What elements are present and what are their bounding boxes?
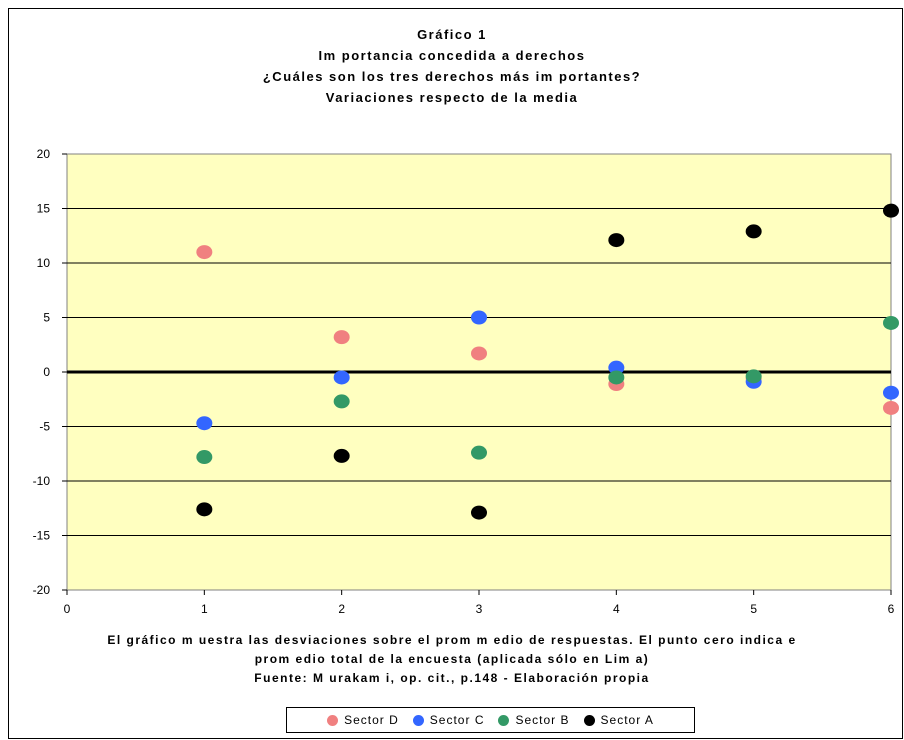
y-tick-label: -15 xyxy=(33,529,51,543)
chart-title: Gráfico 1 xyxy=(417,27,487,42)
point-sector-a xyxy=(196,502,213,517)
x-tick-label: 0 xyxy=(64,602,71,616)
y-tick-label: 10 xyxy=(37,256,51,270)
point-sector-b xyxy=(745,369,762,384)
y-tick-label: -5 xyxy=(39,420,50,434)
footnote-line-2: prom edio total de la encuesta (aplicada… xyxy=(254,652,650,666)
legend-item-sector-b: Sector B xyxy=(498,713,569,727)
point-sector-a xyxy=(333,448,350,463)
y-tick-label: 0 xyxy=(43,365,50,379)
x-tick-label: 2 xyxy=(338,602,345,616)
x-tick-label: 1 xyxy=(201,602,208,616)
point-sector-a xyxy=(883,203,899,218)
x-tick-label: 6 xyxy=(888,602,895,616)
legend-item-sector-a: Sector A xyxy=(583,713,654,727)
point-sector-c xyxy=(471,310,487,325)
legend-label: Sector D xyxy=(344,713,399,727)
point-sector-d xyxy=(471,346,487,361)
chart-title-line-4: Variaciones respecto de la media xyxy=(325,90,579,105)
point-sector-d xyxy=(196,245,213,260)
y-tick-label: -10 xyxy=(33,474,51,488)
y-tick-label: 15 xyxy=(37,202,51,216)
chart-legend: Sector D Sector C Sector B Sector A xyxy=(286,707,695,733)
point-sector-a xyxy=(608,233,625,248)
legend-swatch-sector-c xyxy=(412,714,424,726)
point-sector-d xyxy=(883,400,899,415)
point-sector-b xyxy=(608,370,625,385)
point-sector-c xyxy=(608,360,625,375)
chart-title-line-3: ¿Cuáles son los tres derechos más im por… xyxy=(262,69,642,84)
x-tick-label: 4 xyxy=(613,602,620,616)
point-sector-b xyxy=(196,450,213,465)
point-sector-c xyxy=(196,416,213,431)
legend-item-sector-c: Sector C xyxy=(412,713,485,727)
point-sector-a xyxy=(745,224,762,239)
point-sector-c xyxy=(333,370,350,385)
footnote-line-1: El gráfico m uestra las desviaciones sob… xyxy=(107,633,797,647)
chart-title-line-2: Im portancia concedida a derechos xyxy=(318,48,586,63)
footnote-source: Fuente: M urakam i, op. cit., p.148 - El… xyxy=(254,671,650,685)
point-sector-b xyxy=(333,394,350,409)
legend-swatch-sector-d xyxy=(327,714,339,726)
point-sector-c xyxy=(883,385,899,400)
x-tick-label: 3 xyxy=(476,602,483,616)
legend-swatch-sector-b xyxy=(498,714,510,726)
point-sector-a xyxy=(471,505,487,520)
y-tick-label: 5 xyxy=(43,311,50,325)
legend-label: Sector C xyxy=(429,713,485,727)
legend-label: Sector A xyxy=(600,713,654,727)
point-sector-b xyxy=(471,445,487,460)
point-sector-d xyxy=(333,330,350,345)
legend-swatch-sector-a xyxy=(583,714,595,726)
legend-item-sector-d: Sector D xyxy=(327,713,399,727)
x-tick-label: 5 xyxy=(750,602,757,616)
point-sector-b xyxy=(883,315,899,330)
y-tick-label: -20 xyxy=(33,583,51,597)
legend-label: Sector B xyxy=(515,713,570,727)
y-tick-label: 20 xyxy=(37,147,51,161)
